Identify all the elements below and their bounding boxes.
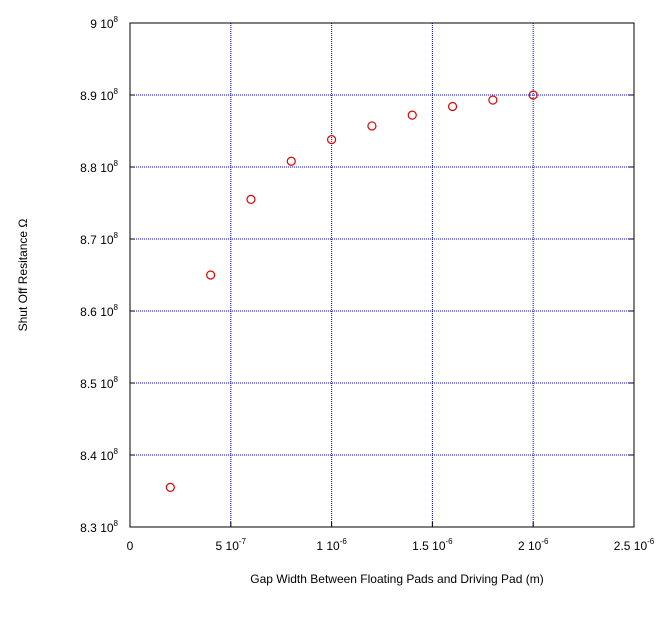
data-point [447,101,458,112]
data-point [407,110,417,120]
x-tick-label: 1 10-6 [316,537,347,553]
data-point [528,90,538,100]
x-tick-label: 5 10-7 [216,537,247,553]
y-tick-label: 9 108 [90,15,118,31]
y-tick-label: 8.4 108 [80,447,118,463]
data-point [488,95,498,105]
data-point [367,121,377,131]
y-tick-label: 8.6 108 [80,303,118,319]
data-points [165,90,538,492]
grid-lines [130,23,634,527]
y-tick-label: 8.3 108 [80,519,118,535]
data-point [327,135,337,145]
y-axis-ticks: 8.3 108 8.4 108 8.5 108 8.6 108 8.7 108 8.8 1… [80,15,634,535]
x-axis-ticks: 0 5 10-7 1 10-6 1.5 10-6 2 10-6 2.5 10-6 [127,522,655,553]
plot-area-frame [129,22,635,528]
x-tick-label: 2 10-6 [518,537,549,553]
data-point [165,482,175,492]
x-axis-title: Gap Width Between Floating Pads and Driv… [250,572,543,586]
data-point [286,156,296,166]
data-point [246,194,256,204]
x-tick-label: 1.5 10-6 [412,537,453,553]
data-point [206,270,216,280]
x-tick-label: 0 [127,539,134,553]
y-tick-label: 8.9 108 [80,87,118,103]
y-tick-label: 8.7 108 [80,231,118,247]
y-tick-label: 8.5 108 [80,375,118,391]
y-tick-label: 8.8 108 [80,159,118,175]
x-tick-label: 2.5 10-6 [614,537,655,553]
y-axis-title: Shut Off Resitance Ω [16,219,30,332]
